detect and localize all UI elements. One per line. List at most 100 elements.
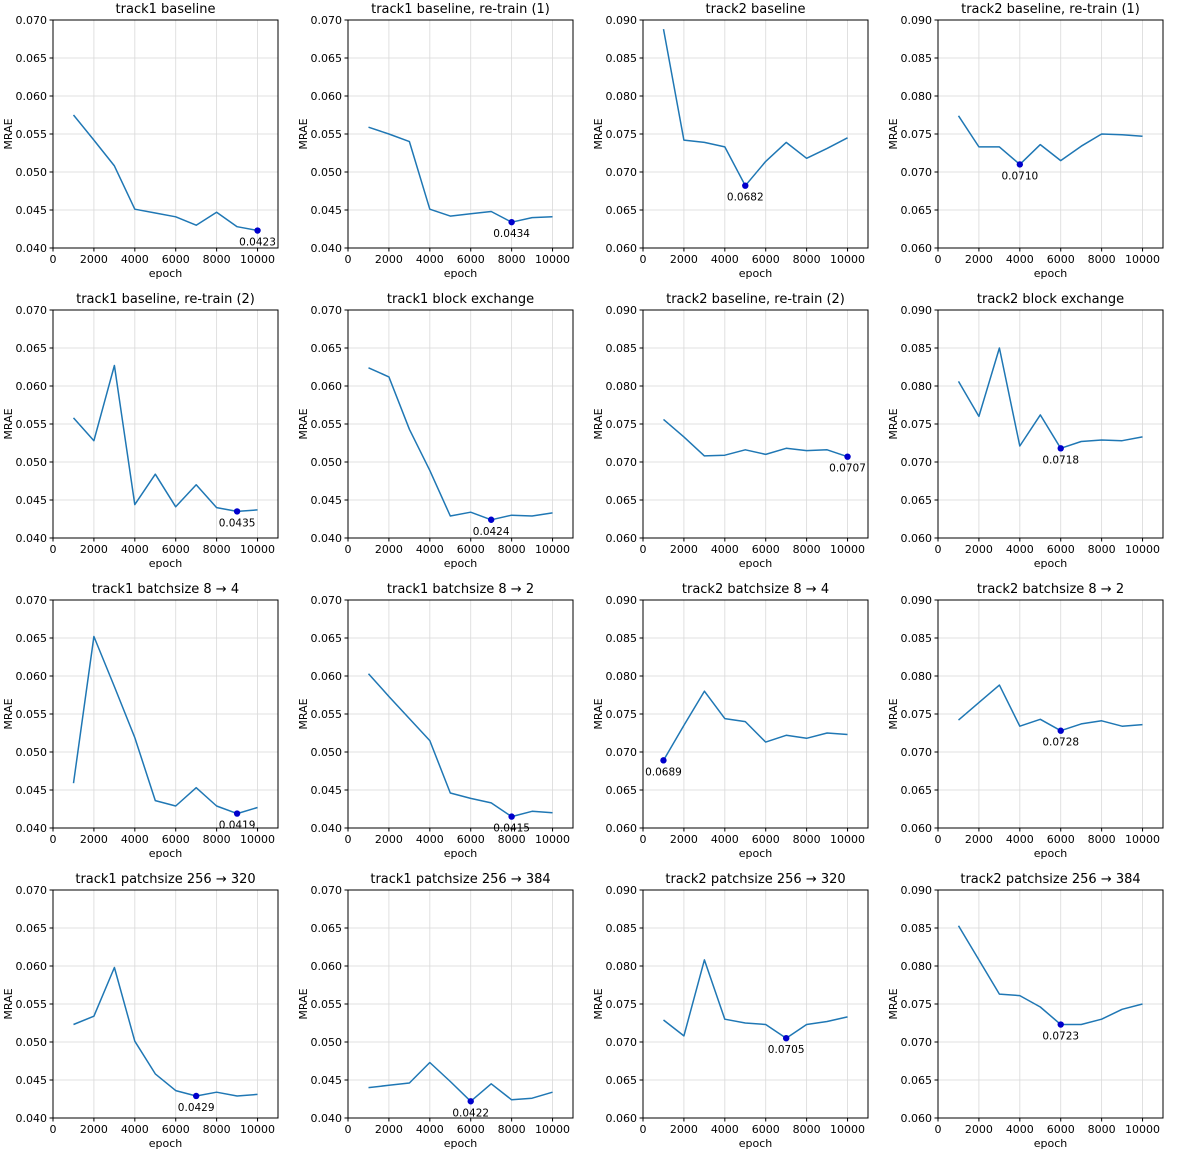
y-tick-label: 0.080 [901,90,933,103]
x-tick-label: 0 [935,543,942,556]
x-tick-label: 4000 [121,1123,149,1136]
x-tick-label: 4000 [416,833,444,846]
chart-title: track1 batchsize 8 → 4 [92,582,239,597]
x-tick-label: 4000 [121,543,149,556]
x-tick-label: 4000 [711,833,739,846]
x-tick-label: 8000 [203,833,231,846]
x-tick-label: 2000 [670,833,698,846]
y-axis-label: MRAE [592,408,605,439]
x-tick-label: 2000 [80,1123,108,1136]
x-axis-label: epoch [444,847,478,860]
series-line [663,418,848,458]
x-tick-label: 0 [50,543,57,556]
x-tick-label: 10000 [830,833,865,846]
y-tick-label: 0.075 [606,708,638,721]
x-tick-label: 6000 [1047,1123,1075,1136]
y-tick-label: 0.065 [901,1074,933,1087]
y-axis-label: MRAE [2,408,15,439]
x-tick-label: 2000 [670,1123,698,1136]
x-tick-label: 6000 [752,543,780,556]
x-axis-label: epoch [149,267,183,280]
chart-panel: 0 2000 4000 6000 8000 10000 0.060 0.065 0.070 0.0… [590,580,885,870]
x-tick-label: 10000 [1125,833,1160,846]
x-tick-label: 8000 [203,253,231,266]
y-tick-label: 0.090 [606,884,638,897]
y-tick-label: 0.055 [16,418,48,431]
x-tick-label: 2000 [965,1123,993,1136]
x-tick-label: 10000 [830,1123,865,1136]
best-point-marker [1057,1021,1064,1028]
chart-svg: 0 2000 4000 6000 8000 10000 0.060 0.065 0.070 0.0… [592,2,869,280]
x-axis-label: epoch [1034,557,1068,570]
y-tick-label: 0.080 [606,380,638,393]
x-tick-label: 0 [640,833,647,846]
chart-svg: 0 2000 4000 6000 8000 10000 0.060 0.065 0.070 0.0… [887,292,1164,570]
series-line [72,114,258,232]
y-tick-label: 0.060 [16,380,48,393]
chart-title: track1 patchsize 256 → 320 [75,872,255,887]
x-tick-label: 10000 [240,543,275,556]
y-tick-label: 0.040 [16,242,48,255]
y-tick-label: 0.045 [16,784,48,797]
y-tick-label: 0.055 [16,708,48,721]
x-tick-label: 0 [50,833,57,846]
best-point-marker [508,813,515,820]
x-tick-label: 8000 [1088,543,1116,556]
y-tick-label: 0.065 [901,784,933,797]
chart-panel: 0 2000 4000 6000 8000 10000 0.040 0.045 0.050 0.0… [295,580,590,870]
chart-svg: 0 2000 4000 6000 8000 10000 0.060 0.065 0.070 0.0… [887,872,1164,1150]
y-tick-label: 0.085 [606,342,638,355]
chart-title: track1 patchsize 256 → 384 [370,872,550,887]
y-tick-label: 0.085 [606,52,638,65]
y-tick-label: 0.065 [311,342,343,355]
x-tick-label: 10000 [1125,543,1160,556]
x-tick-label: 10000 [535,833,570,846]
y-tick-label: 0.050 [16,166,48,179]
best-point-marker [467,1098,474,1105]
y-tick-label: 0.060 [606,242,638,255]
y-tick-label: 0.090 [606,594,638,607]
x-axis-label: epoch [149,1137,183,1150]
series-line [958,684,1143,732]
chart-panel: 0 2000 4000 6000 8000 10000 0.040 0.045 0.050 0.0… [0,580,295,870]
y-tick-label: 0.050 [16,746,48,759]
y-tick-label: 0.070 [606,746,638,759]
y-tick-label: 0.065 [901,204,933,217]
best-point-marker [782,1035,790,1042]
y-tick-label: 0.090 [901,304,933,317]
chart-title: track2 baseline, re-train (2) [666,292,845,307]
y-tick-label: 0.065 [311,632,343,645]
y-axis-label: MRAE [2,988,15,1019]
x-tick-label: 6000 [752,253,780,266]
x-tick-label: 4000 [121,833,149,846]
x-tick-label: 8000 [203,1123,231,1136]
best-point-label: 0.0689 [645,766,682,778]
x-tick-label: 6000 [1047,833,1075,846]
y-axis-label: MRAE [297,988,310,1019]
best-point-marker [1016,161,1024,168]
y-tick-label: 0.060 [311,670,343,683]
y-tick-label: 0.040 [311,822,343,835]
x-tick-label: 4000 [416,253,444,266]
y-tick-label: 0.075 [901,418,933,431]
y-tick-label: 0.045 [311,784,343,797]
x-axis-label: epoch [444,1137,478,1150]
x-tick-label: 8000 [793,1123,821,1136]
x-tick-label: 2000 [80,543,108,556]
x-tick-label: 8000 [793,833,821,846]
chart-panel: 0 2000 4000 6000 8000 10000 0.060 0.065 0.070 0.0… [590,290,885,580]
x-tick-label: 2000 [375,1123,403,1136]
chart-svg: 0 2000 4000 6000 8000 10000 0.040 0.045 0.050 0.0… [297,2,574,280]
x-tick-label: 10000 [240,833,275,846]
y-tick-label: 0.090 [606,14,638,27]
y-tick-label: 0.070 [16,884,48,897]
y-tick-label: 0.080 [901,960,933,973]
best-point-label: 0.0710 [1001,170,1038,182]
series-line [662,28,848,187]
y-tick-label: 0.070 [16,594,48,607]
x-tick-label: 0 [345,1123,352,1136]
y-axis-label: MRAE [887,118,900,149]
y-tick-label: 0.075 [606,418,638,431]
y-tick-label: 0.065 [16,922,48,935]
chart-svg: 0 2000 4000 6000 8000 10000 0.040 0.045 0.050 0.0… [297,582,574,860]
